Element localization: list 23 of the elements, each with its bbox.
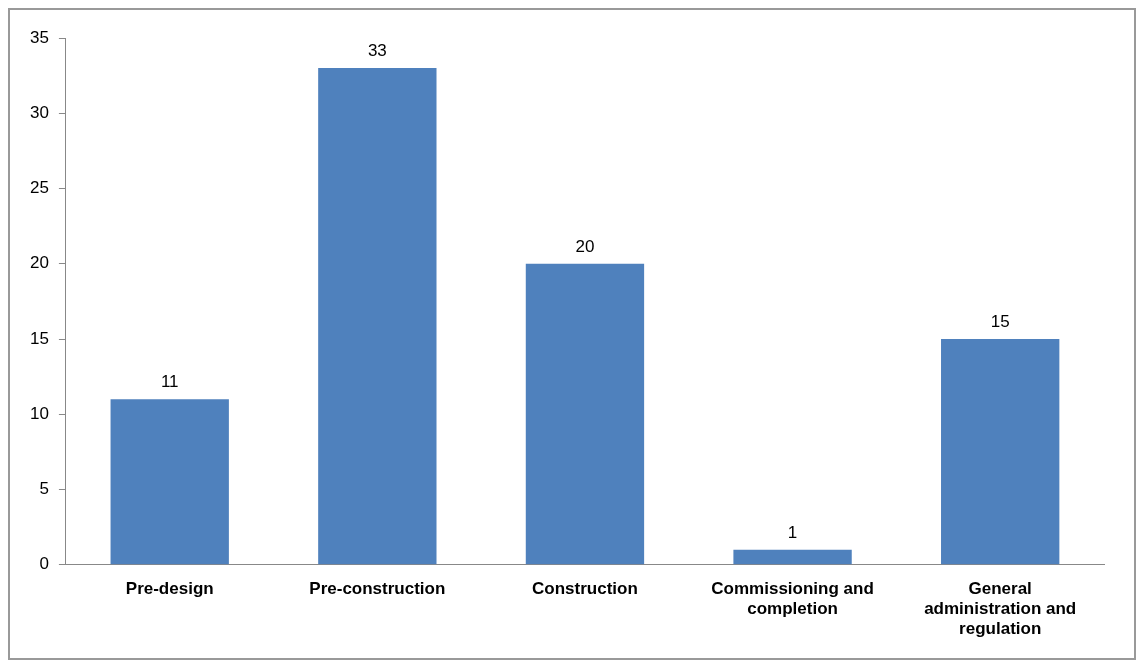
y-tick-label: 0: [39, 554, 49, 574]
x-tick-label: Pre-construction: [309, 578, 446, 598]
data-label: 33: [367, 41, 387, 61]
y-tick-label: 5: [39, 479, 49, 499]
y-tick-label: 15: [29, 328, 49, 348]
x-tick-label: General administration and regulation: [924, 578, 1077, 639]
data-label: 1: [787, 522, 798, 542]
y-tick-label: 35: [29, 27, 49, 47]
bar: [110, 399, 229, 565]
y-tick-label: 25: [29, 178, 49, 198]
x-tick-label: Pre-design: [125, 578, 214, 598]
x-tick-label: Construction: [532, 578, 638, 598]
bar: [733, 549, 852, 565]
bar: [525, 263, 645, 565]
data-label: 11: [160, 372, 179, 392]
bar: [941, 339, 1060, 565]
data-label: 15: [990, 312, 1010, 332]
y-tick-label: 10: [29, 403, 49, 423]
y-tick-label: 30: [29, 102, 49, 122]
data-label: 20: [575, 236, 595, 256]
bar: [318, 68, 437, 565]
x-tick-label: Commissioning and completion: [711, 578, 874, 619]
y-tick-label: 20: [29, 253, 49, 273]
